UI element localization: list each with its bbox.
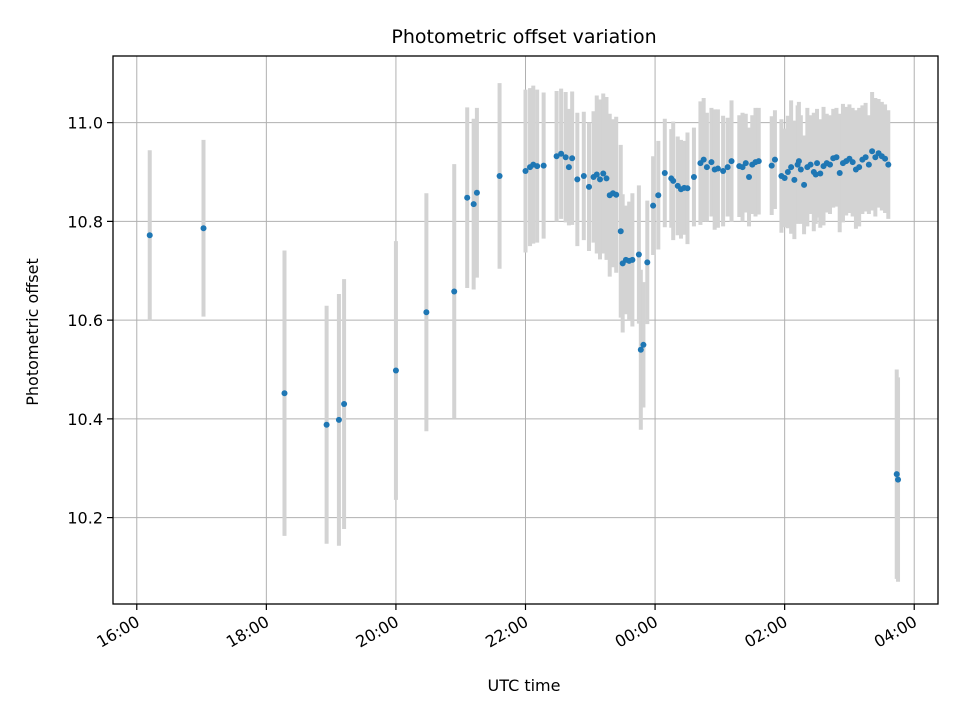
data-point: [565, 164, 572, 171]
data-point: [574, 176, 581, 183]
data-point: [600, 170, 607, 177]
data-point: [893, 471, 900, 478]
data-point: [865, 161, 872, 168]
data-point: [807, 161, 814, 168]
data-point: [703, 164, 710, 171]
data-point: [281, 390, 288, 397]
data-point: [637, 346, 644, 353]
data-point: [849, 159, 856, 166]
data-point: [690, 173, 697, 180]
data-point: [814, 160, 821, 167]
chart-title: Photometric offset variation: [391, 26, 656, 48]
data-point: [323, 421, 330, 428]
data-point: [496, 172, 503, 179]
data-point: [742, 160, 749, 167]
data-point: [473, 189, 480, 196]
data-point: [746, 173, 753, 180]
data-point: [872, 154, 879, 161]
data-point: [553, 153, 560, 160]
data-point: [146, 232, 153, 239]
data-point: [640, 341, 647, 348]
data-point: [856, 164, 863, 171]
data-point: [708, 159, 715, 166]
y-tick-label: 10.8: [67, 212, 103, 231]
data-point: [603, 175, 610, 182]
y-tick-label: 10.4: [67, 410, 103, 429]
data-point: [791, 176, 798, 183]
data-point: [597, 176, 604, 183]
data-point: [423, 309, 430, 316]
data-point: [451, 288, 458, 295]
data-point: [781, 174, 788, 181]
data-point: [562, 154, 569, 161]
data-point: [335, 416, 342, 423]
data-point: [613, 191, 620, 198]
data-point: [341, 401, 348, 408]
data-point: [650, 202, 657, 209]
y-tick-label: 10.2: [67, 509, 103, 528]
data-point: [714, 165, 721, 172]
data-point: [593, 171, 600, 178]
data-point: [833, 154, 840, 161]
data-points: [146, 148, 902, 483]
data-point: [895, 476, 902, 483]
data-point: [580, 172, 587, 179]
data-point: [869, 148, 876, 155]
y-axis-label: Photometric offset: [23, 258, 42, 406]
data-point: [739, 164, 746, 171]
data-point: [464, 194, 471, 201]
data-point: [784, 169, 791, 176]
data-point: [801, 181, 808, 188]
data-point: [569, 155, 576, 162]
data-point: [700, 156, 707, 163]
data-point: [684, 185, 691, 192]
data-point: [558, 150, 565, 157]
data-point: [392, 367, 399, 374]
data-point: [797, 166, 804, 173]
data-point: [655, 192, 662, 199]
data-point: [670, 177, 677, 184]
data-point: [795, 158, 802, 165]
data-point: [661, 170, 668, 177]
data-point: [724, 164, 731, 171]
data-point: [817, 170, 824, 177]
data-point: [585, 183, 592, 190]
y-tick-label: 11.0: [67, 114, 103, 133]
data-point: [200, 225, 207, 232]
data-point: [617, 228, 624, 235]
data-point: [540, 162, 547, 169]
data-point: [728, 158, 735, 165]
data-point: [470, 201, 477, 208]
data-point: [836, 170, 843, 177]
data-point: [522, 168, 529, 175]
data-point: [720, 168, 727, 175]
data-point: [862, 154, 869, 161]
data-point: [826, 161, 833, 168]
data-point: [635, 251, 642, 258]
data-point: [534, 163, 541, 170]
y-tick-label: 10.6: [67, 311, 103, 330]
data-point: [885, 161, 892, 168]
data-point: [768, 162, 775, 169]
x-axis-label: UTC time: [488, 676, 561, 695]
data-point: [788, 164, 795, 171]
y-axis-ticks: 10.2 10.4 10.6 10.8 11.0: [67, 114, 113, 528]
data-point: [812, 171, 819, 178]
data-point: [771, 156, 778, 163]
data-point: [629, 256, 636, 263]
data-point: [644, 259, 651, 266]
data-point: [882, 155, 889, 162]
data-point: [755, 158, 762, 165]
